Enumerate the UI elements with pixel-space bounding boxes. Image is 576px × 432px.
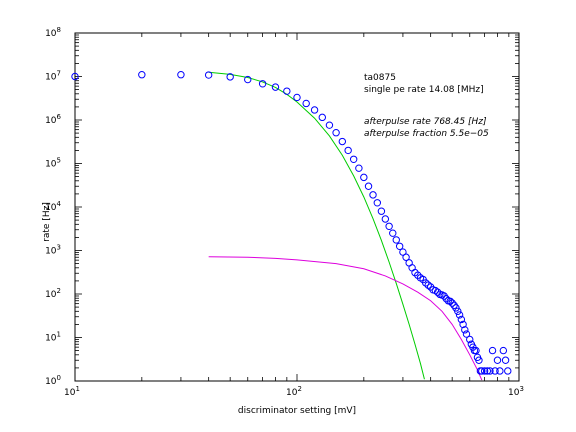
data-point: [402, 253, 410, 261]
data-point: [493, 356, 502, 364]
fit-curve-1: [208, 71, 425, 380]
data-point: [475, 356, 483, 364]
data-point: [244, 75, 252, 84]
data-point: [302, 99, 310, 108]
data-point: [392, 236, 400, 244]
data-point: [71, 72, 79, 81]
data-point: [226, 73, 234, 81]
data-point: [459, 320, 467, 329]
data-point: [504, 367, 512, 375]
x-axis-label: discriminator setting [mV]: [238, 406, 356, 416]
data-point: [461, 326, 469, 334]
y-tick-label: 101: [45, 331, 61, 344]
data-point: [457, 315, 466, 324]
data-point: [455, 311, 464, 319]
data-point: [483, 367, 492, 375]
data-point: [454, 307, 462, 316]
data-point: [369, 191, 377, 199]
data-point: [293, 93, 301, 102]
data-point: [138, 70, 146, 79]
y-tick-label: 107: [45, 70, 61, 83]
data-point: [332, 129, 340, 137]
data-point: [399, 248, 407, 256]
data-point: [488, 346, 497, 355]
data-point: [501, 356, 510, 364]
data-point: [271, 83, 280, 91]
data-point: [377, 207, 386, 215]
data-point: [381, 215, 390, 223]
data-point: [448, 299, 456, 307]
data-point: [472, 346, 480, 355]
data-point: [486, 367, 494, 375]
data-point: [452, 304, 460, 312]
markers-group: [71, 70, 512, 375]
data-point: [446, 297, 454, 305]
x-tick-label: 103: [508, 385, 524, 398]
data-point: [478, 367, 486, 375]
annotation-afterpulse-fraction: afterpulse fraction 5.5e−05: [364, 129, 489, 139]
y-axis-label: rate [Hz]: [42, 202, 52, 242]
data-point: [360, 173, 368, 182]
data-point: [431, 286, 440, 295]
data-point: [310, 106, 319, 114]
data-point: [395, 242, 404, 250]
y-tick-label: 105: [45, 157, 61, 170]
data-point: [373, 199, 382, 207]
x-tick-label: 102: [286, 385, 302, 398]
y-tick-label: 106: [45, 113, 61, 126]
data-point: [258, 80, 267, 88]
annotation-single-pe-rate: single pe rate 14.08 [MHz]: [364, 85, 484, 95]
data-point: [422, 279, 430, 287]
data-point: [462, 330, 471, 338]
data-point: [325, 121, 334, 129]
y-tick-label: 103: [45, 244, 61, 257]
y-tick-label: 102: [45, 287, 61, 300]
data-point: [283, 87, 291, 95]
fit-curve-2: [208, 256, 483, 381]
data-point: [424, 281, 432, 289]
annotation-afterpulse-rate: afterpulse rate 768.45 [Hz]: [364, 117, 487, 127]
y-tick-label: 108: [45, 26, 61, 39]
data-point: [177, 70, 185, 79]
curves-group: [208, 71, 483, 381]
data-point: [318, 113, 326, 122]
data-point: [204, 71, 213, 79]
annotation-run-id: ta0875: [364, 73, 396, 83]
y-tick-label: 104: [45, 200, 61, 213]
data-point: [466, 335, 474, 344]
data-point: [355, 164, 363, 172]
data-point: [338, 137, 347, 146]
x-tick-label: 101: [64, 385, 80, 398]
data-point: [491, 367, 499, 375]
data-point: [480, 367, 489, 375]
data-point: [364, 182, 373, 190]
data-point: [349, 155, 358, 163]
y-tick-label: 100: [45, 374, 61, 387]
data-point: [496, 367, 504, 375]
data-point: [344, 146, 352, 155]
data-point: [389, 229, 397, 237]
data-point: [442, 294, 450, 303]
data-point: [499, 346, 508, 355]
data-point: [385, 222, 393, 231]
